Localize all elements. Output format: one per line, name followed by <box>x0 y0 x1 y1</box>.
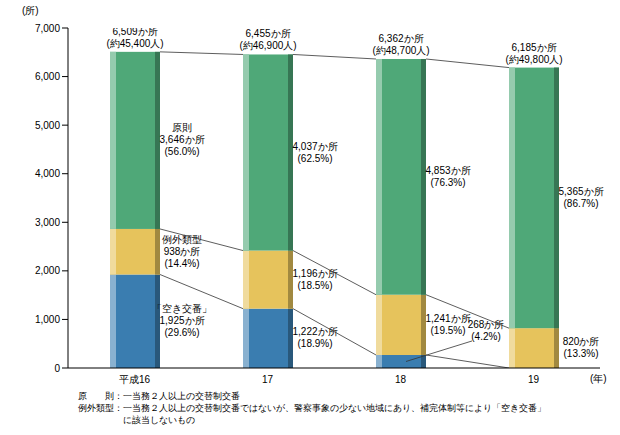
svg-text:1,000: 1,000 <box>35 314 60 325</box>
svg-text:6,455か所(約46,900人): 6,455か所(約46,900人) <box>239 28 296 51</box>
svg-text:「空き交番」1,925か所(29.6%): 「空き交番」1,925か所(29.6%) <box>152 303 212 338</box>
svg-text:18: 18 <box>395 374 407 385</box>
html-text:例外類型：一当務２人以上の交替制交番ではないが、警察事象の少: 例外類型：一当務２人以上の交替制交番ではないが、警察事象の少ない地域にあり、補完… <box>78 403 546 413</box>
svg-text:268か所(4.2%): 268か所(4.2%) <box>468 319 505 342</box>
html-text:原 則：一当務２人以上の交替制交番: 原 則：一当務２人以上の交替制交番 <box>78 391 240 401</box>
html-text:(所): (所) <box>22 5 39 16</box>
svg-text:0: 0 <box>54 363 60 374</box>
html-text:(14.4%): (14.4%) <box>164 257 200 269</box>
svg-text:17: 17 <box>262 374 274 385</box>
svg-text:平成16: 平成16 <box>119 374 151 385</box>
html-text:1,222か所: 1,222か所 <box>292 326 338 337</box>
svg-text:原則3,646か所(56.0%): 原則3,646か所(56.0%) <box>159 122 204 157</box>
html-text:938か所: 938か所 <box>163 245 201 257</box>
html-text:1,196か所: 1,196か所 <box>292 267 338 279</box>
html-text:(18.9%): (18.9%) <box>297 338 333 349</box>
svg-text:5,000: 5,000 <box>35 120 60 131</box>
svg-text:3,000: 3,000 <box>35 217 60 228</box>
svg-text:6,185か所(約49,800人): 6,185か所(約49,800人) <box>505 41 562 64</box>
svg-text:4,853か所(76.3%): 4,853か所(76.3%) <box>425 164 470 187</box>
svg-text:4,037か所(62.5%): 4,037か所(62.5%) <box>292 140 337 163</box>
html-text:(18.5%): (18.5%) <box>297 279 333 291</box>
html-text:例外類型: 例外類型 <box>162 233 202 245</box>
svg-text:7,000: 7,000 <box>35 23 60 34</box>
svg-text:6,509か所(約45,400人): 6,509か所(約45,400人) <box>106 28 163 48</box>
svg-text:1,241か所(19.5%): 1,241か所(19.5%) <box>425 312 470 335</box>
svg-text:4,000: 4,000 <box>35 168 60 179</box>
svg-text:2,000: 2,000 <box>35 265 60 276</box>
html-text:(年): (年) <box>590 373 607 384</box>
svg-text:5,365か所(86.7%): 5,365か所(86.7%) <box>558 186 603 209</box>
html-text:に該当しないもの: に該当しないもの <box>123 415 195 425</box>
svg-text:6,000: 6,000 <box>35 71 60 82</box>
svg-text:19: 19 <box>528 374 540 385</box>
svg-text:820か所(13.3%): 820か所(13.3%) <box>563 336 600 359</box>
svg-text:6,362か所(約48,700人): 6,362か所(約48,700人) <box>372 33 429 56</box>
